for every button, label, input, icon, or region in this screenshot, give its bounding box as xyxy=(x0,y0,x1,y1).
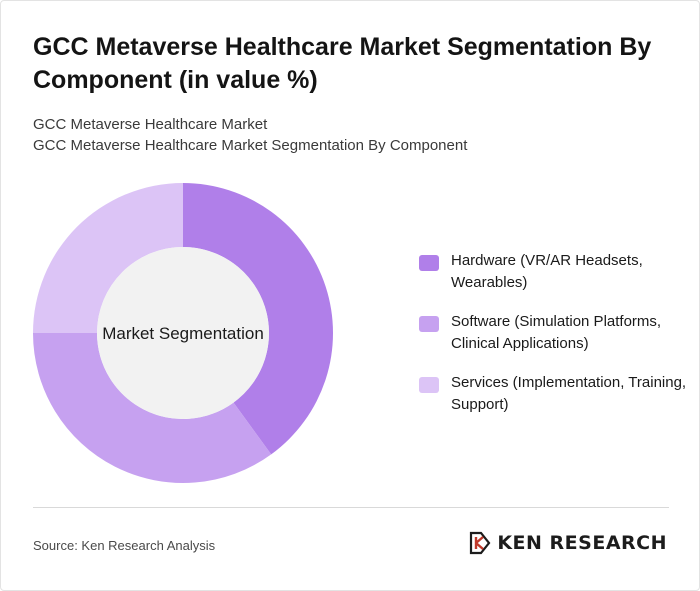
donut-slices xyxy=(33,183,333,483)
legend-swatch xyxy=(419,377,439,393)
legend-label: Software (Simulation Platforms, Clinical… xyxy=(451,313,662,352)
legend-item: Software (Simulation Platforms, Clinical… xyxy=(419,311,689,355)
chart-subtitle: GCC Metaverse Healthcare Market GCC Meta… xyxy=(33,114,673,156)
donut-slice-2 xyxy=(33,333,272,483)
donut-slice-1 xyxy=(183,183,333,455)
legend-item: Services (Implementation, Training, Supp… xyxy=(419,372,689,416)
legend-label: Hardware (VR/AR Headsets, Wearables) xyxy=(451,252,643,291)
donut-center xyxy=(97,247,269,419)
legend-swatch xyxy=(419,255,439,271)
chart-title: GCC Metaverse Healthcare Market Segmenta… xyxy=(33,33,652,94)
brand-name: KEN RESEARCH xyxy=(497,532,667,554)
legend-swatch xyxy=(419,316,439,332)
brand-logo: KEN RESEARCH xyxy=(469,531,667,555)
legend-item: Hardware (VR/AR Headsets, Wearables) xyxy=(419,250,689,294)
source-note: Source: Ken Research Analysis xyxy=(33,538,216,553)
center-label: Market Segmentation xyxy=(102,324,264,343)
footer-divider xyxy=(33,507,669,508)
ken-research-logo-icon xyxy=(470,531,491,555)
subtitle-line-1: GCC Metaverse Healthcare Market xyxy=(33,116,268,133)
legend-label: Services (Implementation, Training, Supp… xyxy=(451,374,687,413)
subtitle-line-2: GCC Metaverse Healthcare Market Segmenta… xyxy=(33,137,468,154)
donut-chart: Market Segmentation xyxy=(33,183,333,483)
donut-slice-3 xyxy=(33,183,183,333)
chart-legend: Hardware (VR/AR Headsets, Wearables) Soft… xyxy=(419,250,689,433)
